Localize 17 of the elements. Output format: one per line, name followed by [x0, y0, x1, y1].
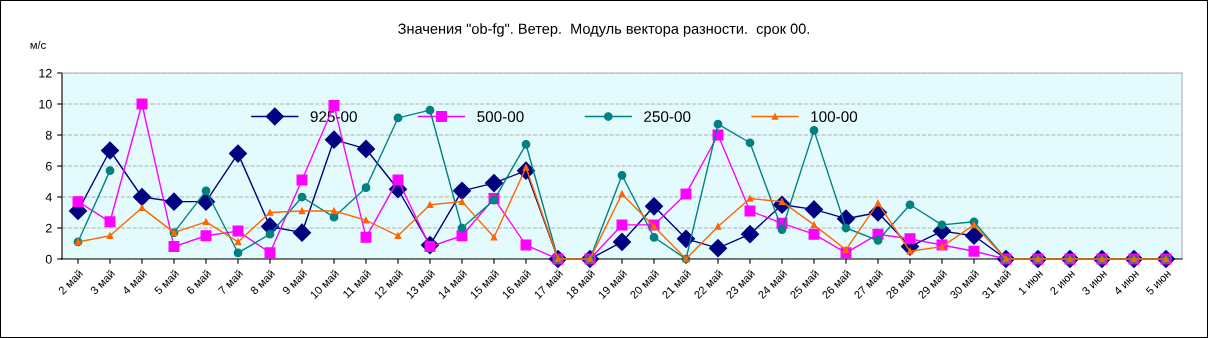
legend-label: 250-00: [644, 111, 691, 123]
x-tick-label: 2 июн: [1049, 269, 1076, 296]
y-tick-label: 12: [39, 68, 52, 78]
y-tick-label: 0: [45, 254, 52, 264]
x-tick-label: 5 июн: [1145, 269, 1172, 296]
y-tick-label: 8: [45, 130, 52, 140]
y-tick-label: 6: [45, 161, 52, 171]
y-tick-label: 4: [45, 192, 52, 202]
x-tick-label: 1 июн: [1017, 269, 1044, 296]
x-tick-label: 3 июн: [1081, 269, 1108, 296]
x-tick-label: 4 июн: [1113, 269, 1140, 296]
y-tick-label: 2: [45, 223, 52, 233]
y-axis-title: м/с: [30, 40, 46, 49]
y-tick-label: 10: [39, 99, 52, 109]
legend-label: 100-00: [811, 111, 858, 123]
legend-label: 500-00: [477, 111, 524, 123]
chart-title: Значения "ob-fg". Ветер. Модуль вектора разности. срок 00.: [398, 23, 810, 37]
